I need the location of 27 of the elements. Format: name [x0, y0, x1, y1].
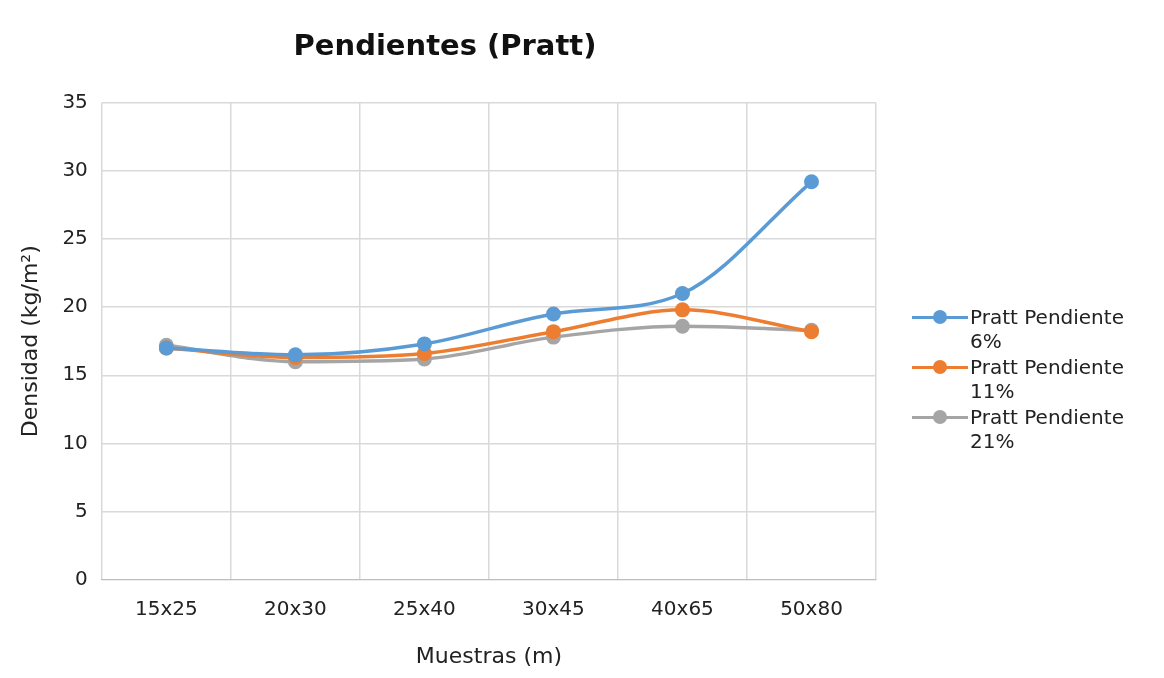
- legend-label: Pratt Pendiente 21%: [970, 405, 1125, 453]
- x-tick-label: 20x30: [264, 595, 327, 620]
- y-tick-label: 5: [75, 497, 88, 522]
- point: [416, 336, 432, 352]
- chart-title: Pendientes (Pratt): [293, 27, 597, 62]
- point: [674, 302, 690, 318]
- y-axis-title: Densidad (kg/m²): [16, 245, 42, 438]
- y-tick-label: 30: [62, 157, 88, 182]
- y-tick-label: 10: [62, 429, 88, 454]
- y-tick-label: 25: [62, 225, 88, 250]
- y-tick-label: 35: [62, 89, 88, 113]
- x-tick-label: 40x65: [651, 595, 714, 620]
- y-tick-label: 15: [62, 361, 88, 386]
- point: [545, 324, 561, 340]
- x-axis-title: Muestras (m): [415, 642, 562, 668]
- legend-label: Pratt Pendiente 6%: [970, 305, 1125, 353]
- x-tick-label: 50x80: [780, 595, 843, 620]
- x-tick-label: 30x45: [522, 595, 585, 620]
- y-tick-label: 0: [75, 565, 88, 590]
- x-tick-label: 15x25: [134, 595, 198, 620]
- y-tick-label: 20: [62, 293, 88, 318]
- legend-label: Pratt Pendiente 11%: [970, 355, 1125, 403]
- point: [674, 286, 690, 302]
- point: [803, 174, 819, 190]
- x-tick-label: 25x40: [393, 595, 456, 620]
- point: [674, 318, 690, 334]
- point: [545, 306, 561, 322]
